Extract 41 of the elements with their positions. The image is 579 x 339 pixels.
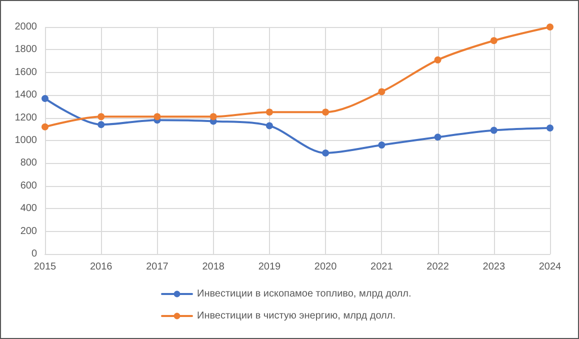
x-tick-label: 2017 — [146, 262, 169, 272]
point — [434, 56, 442, 64]
y-tick-label: 600 — [20, 180, 38, 192]
y-tick-label: 2000 — [14, 22, 38, 32]
point — [546, 24, 554, 30]
y-tick-label: 1200 — [14, 112, 38, 124]
x-tick-label: 2018 — [202, 262, 225, 272]
y-tick-label: 200 — [20, 226, 38, 237]
point — [322, 149, 330, 156]
point — [42, 123, 48, 130]
y-tick-label: 1000 — [14, 135, 38, 146]
legend-label: Инвестиции в ископамое топливо, млрд долл. — [197, 288, 412, 300]
x-tick-label: 2020 — [314, 262, 338, 272]
point — [378, 88, 386, 96]
point — [210, 113, 217, 120]
x-tick-label: 2021 — [370, 262, 394, 272]
point — [434, 134, 442, 141]
point — [154, 113, 161, 120]
point — [266, 122, 273, 130]
y-tick-label: 1800 — [14, 44, 38, 56]
y-tick-label: 1400 — [14, 90, 38, 101]
y-tick-label: 0 — [31, 248, 38, 260]
x-tick-label: 2016 — [90, 262, 113, 272]
point — [322, 108, 330, 116]
point — [490, 37, 498, 44]
y-tick-label: 800 — [20, 158, 38, 169]
point — [546, 124, 554, 132]
legend-label: Инвестиции в чистую энергию, млрд долл. — [197, 310, 396, 322]
x-tick-label: 2024 — [538, 262, 562, 272]
point — [266, 108, 273, 116]
y-tick-label: 1600 — [14, 66, 38, 78]
x-tick-label: 2019 — [258, 262, 282, 272]
x-tick-label: 2022 — [426, 262, 450, 272]
point — [42, 95, 48, 102]
point — [98, 113, 105, 120]
point — [98, 121, 105, 128]
point — [490, 126, 498, 134]
point — [378, 142, 386, 149]
x-tick-label: 2015 — [34, 262, 57, 272]
x-tick-label: 2023 — [482, 262, 506, 272]
y-tick-label: 400 — [20, 203, 38, 214]
